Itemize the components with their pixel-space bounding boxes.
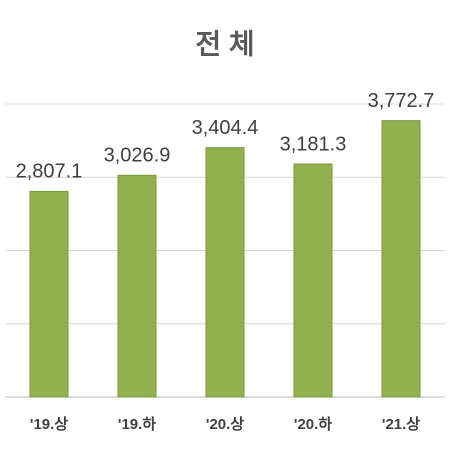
bar (381, 120, 421, 398)
x-tick-label: '21.상 (382, 416, 420, 433)
bar (29, 190, 69, 398)
x-tick-label: '20.상 (206, 416, 244, 433)
bar (205, 147, 245, 398)
value-label: 3,181.3 (280, 133, 347, 155)
x-tick-label: '19.하 (118, 416, 156, 433)
bar (293, 163, 333, 398)
x-tick-label: '20.하 (294, 416, 332, 433)
value-label: 3,026.9 (104, 145, 171, 167)
value-label: 2,807.1 (16, 161, 83, 183)
bar (117, 174, 157, 398)
chart-title: 전 체 (195, 28, 254, 59)
value-label: 3,404.4 (192, 117, 259, 139)
x-tick-label: '19.상 (30, 416, 68, 433)
value-label: 3,772.7 (368, 90, 435, 112)
